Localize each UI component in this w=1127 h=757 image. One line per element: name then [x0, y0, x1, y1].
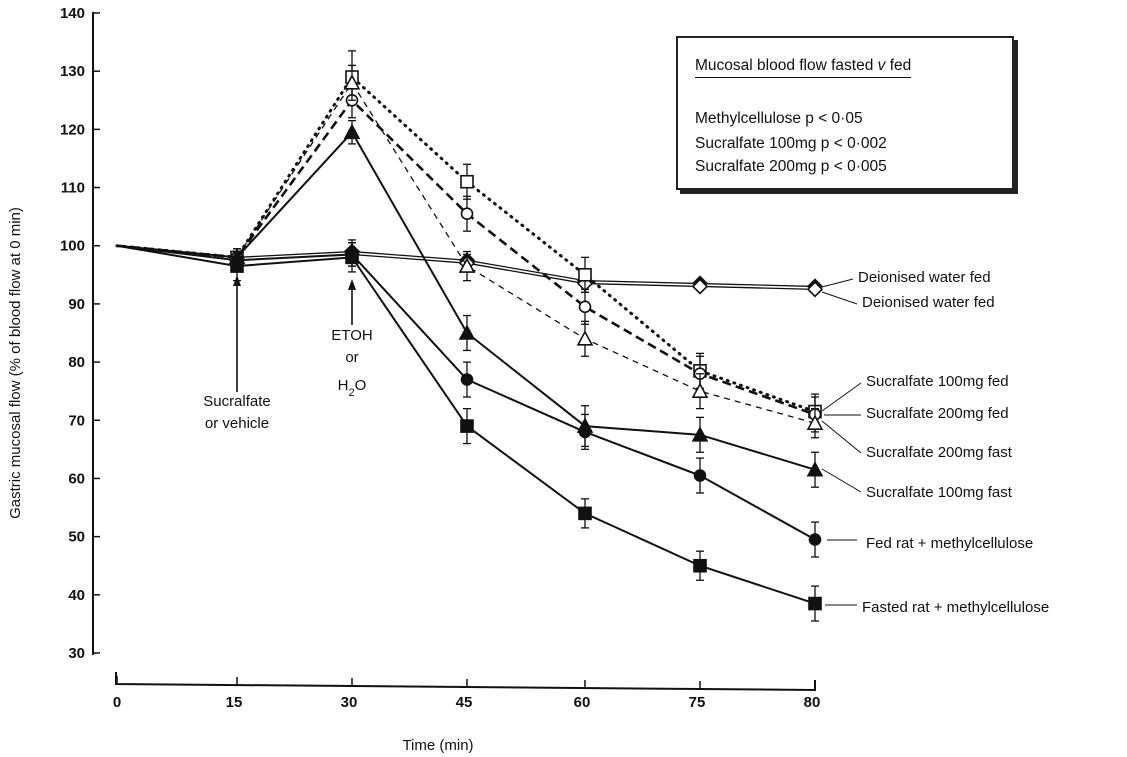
y-tick-label: 140: [60, 5, 85, 22]
chart-series-labels: Deionised water fed Deionised water fed Su…: [821, 269, 1049, 616]
data-point-triangle: [806, 461, 824, 477]
annotation-text: Sucralfate: [203, 393, 271, 410]
series-label: Sucralfate 100mg fed: [866, 373, 1009, 390]
series-label: Sucralfate 200mg fed: [866, 405, 1009, 422]
legend-line-sucralfate-200mg: Sucralfate 200mg p < 0·005: [695, 158, 887, 175]
series-label-leader: [821, 291, 858, 305]
data-point-triangle: [458, 324, 476, 340]
data-point-square: [578, 268, 592, 282]
series-label-leader: [821, 278, 854, 288]
x-tick-label: 75: [689, 694, 706, 711]
series-label-leader: [821, 420, 862, 454]
y-tick-label: 110: [61, 180, 85, 197]
data-point-square: [230, 259, 244, 273]
data-point-diamond: [806, 281, 824, 298]
series-label: Fasted rat + methylcellulose: [862, 599, 1049, 616]
data-point-circle: [578, 425, 592, 439]
annotation-text: or: [345, 349, 358, 366]
legend-title: Mucosal blood flow fasted v fed: [695, 57, 912, 78]
x-tick-label: 60: [574, 694, 591, 711]
series-label: Sucralfate 200mg fast: [866, 444, 1013, 461]
data-point-triangle: [458, 257, 476, 273]
data-point-circle: [460, 373, 474, 386]
y-axis-label: Gastric mucosal flow (% of blood flow at…: [7, 207, 24, 519]
x-tick-label: 80: [804, 694, 821, 711]
annotation-arrow-head: [233, 275, 241, 286]
series-label-leader: [821, 468, 862, 493]
annotation-arrow-head: [348, 279, 356, 290]
data-point-triangle: [343, 123, 361, 140]
data-point-square: [808, 596, 822, 611]
x-tick-label: 30: [341, 694, 358, 711]
y-tick-label: 30: [68, 645, 85, 662]
series-label: Deionised water fed: [858, 269, 991, 286]
data-point-square: [693, 558, 707, 573]
data-point-square: [460, 419, 474, 433]
series-label: Deionised water fed: [862, 294, 995, 311]
legend-title-text: Mucosal blood flow fasted v fed: [695, 57, 912, 74]
data-point-triangle: [806, 414, 824, 430]
x-tick-label: 45: [456, 694, 473, 711]
data-point-triangle: [691, 382, 709, 398]
y-tick-label: 60: [68, 470, 85, 487]
data-point-triangle: [343, 74, 361, 90]
data-point-circle: [460, 207, 474, 221]
data-point-triangle: [691, 426, 709, 442]
x-axis-line: [115, 672, 816, 692]
y-tick-label: 50: [68, 529, 85, 546]
x-tick-label: 0: [113, 694, 121, 711]
data-point-circle: [693, 469, 707, 482]
series-label-leader: [821, 382, 862, 412]
series-label: Sucralfate 100mg fast: [866, 484, 1013, 501]
y-tick-label: 70: [68, 412, 85, 429]
annotation-text: H2O: [338, 377, 367, 399]
legend-line-methylcellulose: Methylcellulose p < 0·05: [695, 110, 863, 127]
y-tick-label: 40: [68, 587, 85, 604]
y-tick-label: 100: [60, 238, 85, 255]
legend-line-sucralfate-100mg: Sucralfate 100mg p < 0·002: [695, 135, 887, 152]
y-tick-label: 120: [60, 121, 85, 138]
chart-series-layer: [115, 50, 824, 622]
chart-ticks: 30 40 50 60 70 80 90 100 110 120 130 140 0 15 30 45 60 75…: [60, 5, 820, 711]
data-point-square: [578, 506, 592, 521]
y-tick-label: 80: [68, 354, 85, 371]
x-axis-label: Time (min): [402, 737, 473, 754]
annotation-text: ETOH: [331, 327, 372, 344]
annotation-text: or vehicle: [205, 415, 269, 432]
y-tick-label: 130: [60, 63, 85, 80]
chart-annotations: Sucralfate or vehicle ETOH or H2O: [203, 275, 373, 432]
data-point-diamond: [691, 278, 709, 295]
data-point-circle: [808, 533, 822, 546]
data-point-triangle: [576, 330, 594, 346]
data-point-circle: [578, 300, 592, 314]
stats-legend-box: Mucosal blood flow fasted v fed Methylce…: [676, 36, 1014, 190]
y-tick-label: 90: [68, 296, 85, 313]
series-7: [116, 242, 822, 622]
series-label: Fed rat + methylcellulose: [866, 535, 1033, 552]
data-point-square: [460, 174, 474, 189]
x-tick-label: 15: [226, 694, 243, 711]
data-point-square: [345, 250, 359, 265]
